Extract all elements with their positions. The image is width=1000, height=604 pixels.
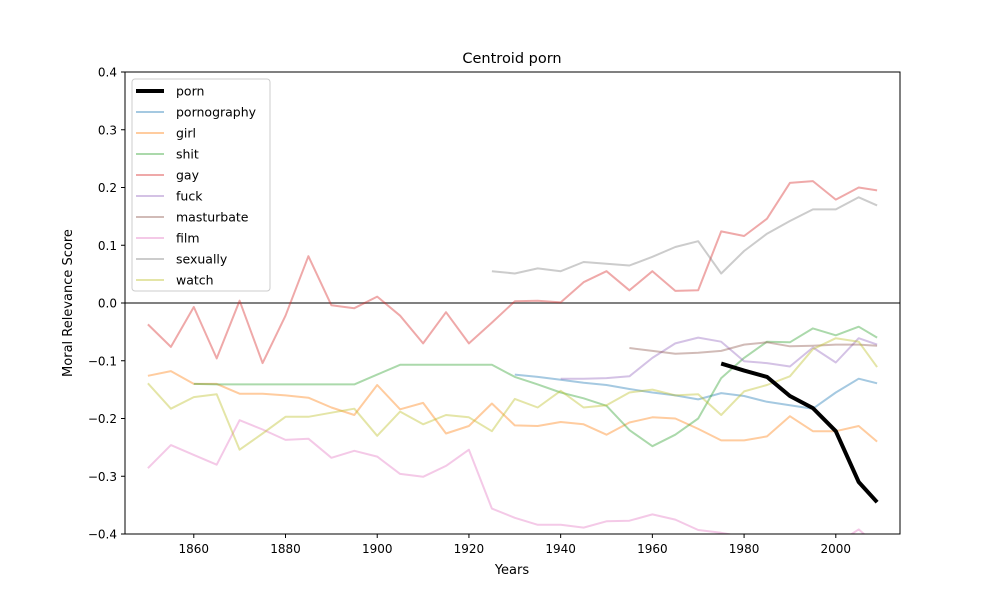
y-tick-label: −0.4: [88, 528, 117, 542]
series-line-girl: [147, 370, 878, 443]
legend-label-pornography: pornography: [176, 105, 257, 120]
legend-label-film: film: [176, 231, 200, 246]
x-tick-label: 1880: [270, 542, 301, 556]
y-axis: −0.4 −0.3 −0.2 −0.1 0.0 0.1 0.2 0.3 0.4: [88, 66, 125, 542]
y-tick-label: 0.3: [98, 123, 117, 137]
legend-label-porn: porn: [176, 84, 204, 99]
x-tick-label: 1940: [545, 542, 576, 556]
x-tick-label: 1980: [729, 542, 760, 556]
series-line-gay: [147, 180, 878, 365]
legend-label-masturbate: masturbate: [176, 210, 249, 225]
y-tick-label: −0.1: [88, 354, 117, 368]
chart-title: Centroid porn: [462, 51, 561, 67]
legend-label-shit: shit: [176, 147, 199, 162]
plot-area: [125, 180, 900, 534]
series-line-masturbate: [629, 341, 878, 355]
series-line-porn: [720, 361, 879, 504]
x-tick-label: 2000: [821, 542, 852, 556]
y-tick-label: 0.1: [98, 239, 117, 253]
y-tick-label: −0.2: [88, 412, 117, 426]
series-line-watch: [147, 337, 878, 451]
x-tick-label: 1860: [179, 542, 210, 556]
series-line-fuck: [560, 336, 878, 380]
legend-label-fuck: fuck: [176, 189, 203, 204]
y-tick-label: 0.0: [98, 297, 117, 311]
series-line-shit: [193, 325, 878, 448]
series-line-sexually: [491, 196, 878, 275]
legend: porn pornography girl shit gay fuck masturbate…: [131, 78, 271, 292]
x-tick-label: 1920: [454, 542, 485, 556]
legend-label-sexually: sexually: [176, 252, 228, 267]
x-tick-label: 1960: [637, 542, 668, 556]
legend-label-girl: girl: [176, 126, 196, 141]
y-tick-label: 0.4: [98, 66, 117, 80]
y-tick-label: 0.2: [98, 181, 117, 195]
y-axis-label: Moral Relevance Score: [61, 229, 76, 377]
y-tick-label: −0.3: [88, 470, 117, 484]
x-tick-label: 1900: [362, 542, 393, 556]
legend-box: [131, 78, 271, 292]
legend-label-gay: gay: [176, 168, 200, 183]
x-axis-label: Years: [494, 563, 530, 578]
legend-label-watch: watch: [176, 273, 214, 288]
series-line-film: [147, 419, 866, 534]
series-line-pornography: [514, 373, 878, 410]
x-axis: 1860 1880 1900 1920 1940 1960 1980 2000: [179, 534, 852, 556]
